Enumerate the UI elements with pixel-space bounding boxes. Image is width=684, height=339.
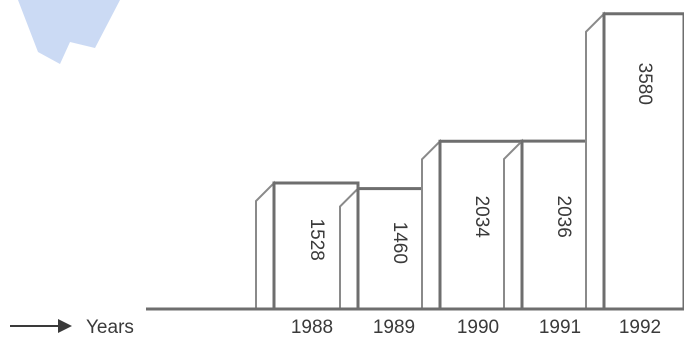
bar-side-1991 xyxy=(503,138,523,310)
value-label-1992: 3580 xyxy=(634,63,655,105)
x-tick-1990: 1990 xyxy=(457,317,499,338)
x-tick-labels: 1988 1989 1990 1991 1992 xyxy=(291,317,661,338)
bar-side-1989 xyxy=(339,186,359,310)
x-tick-1991: 1991 xyxy=(539,317,581,338)
bar-side-1988 xyxy=(255,180,275,310)
bar-side-1992 xyxy=(585,11,605,310)
value-label-1991: 2036 xyxy=(553,196,574,238)
watermark-mark xyxy=(18,0,120,64)
arrow-icon xyxy=(10,319,72,333)
x-tick-1992: 1992 xyxy=(619,317,661,338)
value-label-1989: 1460 xyxy=(389,222,410,264)
bar-side-1990 xyxy=(421,138,441,310)
value-label-1990: 2034 xyxy=(471,196,492,239)
value-label-1988: 1528 xyxy=(306,219,327,261)
bars-layer: 1528 1460 2034 2036 3580 xyxy=(255,11,684,311)
x-tick-1988: 1988 xyxy=(291,317,333,338)
x-tick-1989: 1989 xyxy=(373,317,415,338)
x-axis-title: Years xyxy=(86,317,134,338)
bar-1992 xyxy=(602,12,684,311)
